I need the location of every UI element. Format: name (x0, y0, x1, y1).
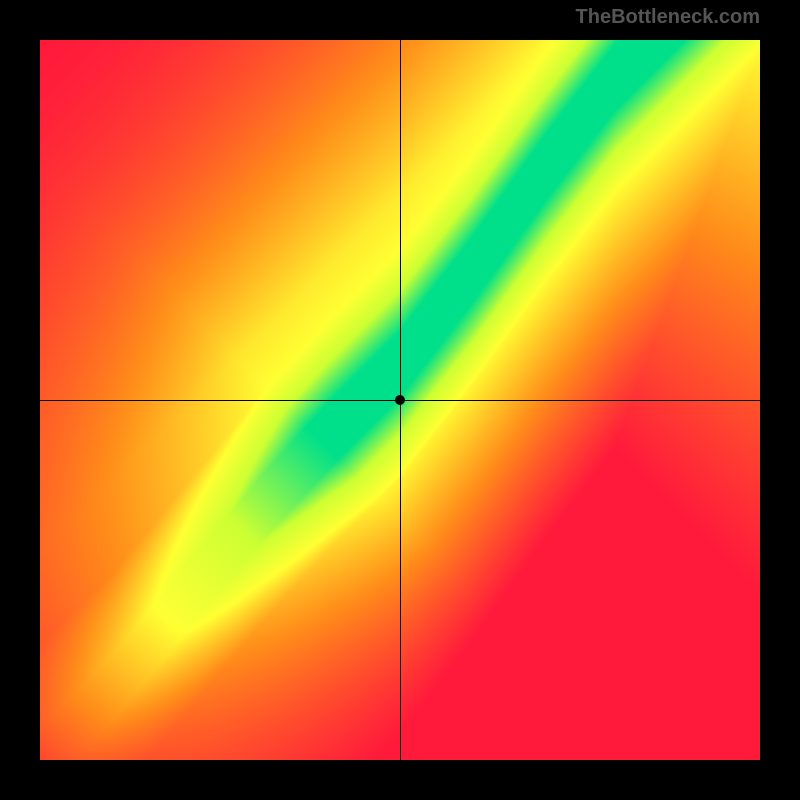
watermark-text: TheBottleneck.com (576, 6, 760, 29)
heatmap-plot (40, 40, 760, 760)
data-point (395, 395, 405, 405)
